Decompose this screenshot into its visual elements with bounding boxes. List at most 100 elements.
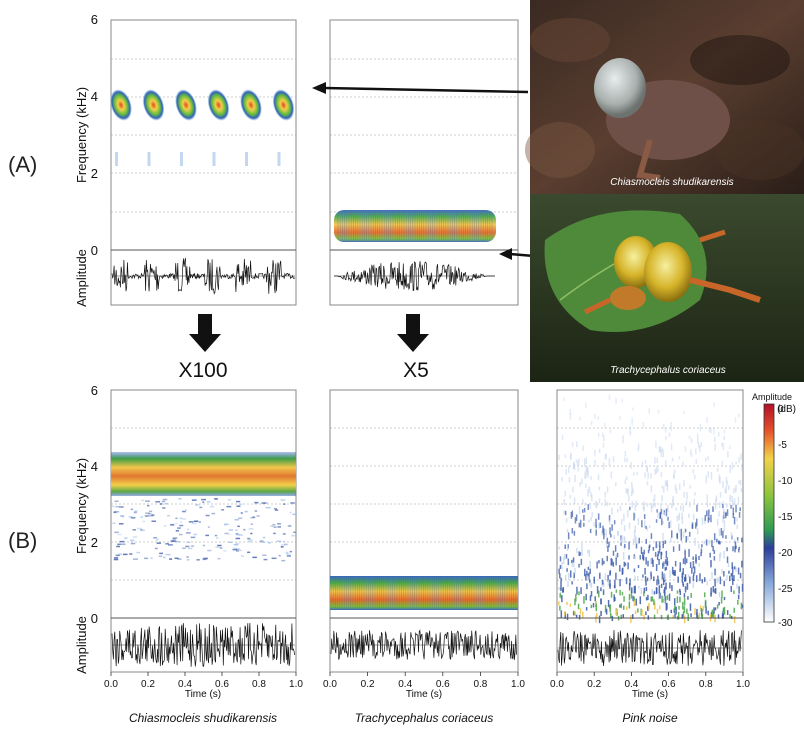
- noise-cell: [735, 461, 737, 465]
- plot-a-middle: [329, 19, 519, 306]
- noise-cell: [708, 517, 710, 521]
- noise-cell: [678, 456, 681, 460]
- speckle: [179, 517, 183, 520]
- noise-cell: [732, 507, 735, 515]
- noise-cell: [585, 473, 587, 479]
- noise-cell: [615, 589, 618, 593]
- noise-cell: [737, 594, 740, 600]
- noise-cell: [625, 606, 628, 611]
- noise-cell: [662, 562, 664, 569]
- noise-cell: [610, 591, 613, 598]
- time-tick-label: 0.8: [252, 679, 266, 690]
- noise-cell: [613, 520, 616, 525]
- noise-cell: [582, 509, 584, 513]
- noise-cell: [662, 540, 665, 545]
- noise-cell: [642, 552, 644, 560]
- noise-cell: [692, 513, 695, 520]
- noise-cell: [569, 570, 572, 578]
- noise-cell: [643, 514, 646, 520]
- waveform-trace: [330, 629, 517, 661]
- noise-cell: [643, 549, 646, 555]
- noise-cell: [661, 485, 663, 489]
- speckle: [203, 557, 208, 560]
- noise-cell: [578, 614, 581, 620]
- noise-cell: [657, 575, 659, 581]
- noise-cell: [729, 465, 731, 473]
- noise-cell: [652, 547, 655, 551]
- time-tick-label: 0.2: [587, 679, 601, 690]
- noise-cell: [615, 557, 617, 566]
- noise-cell: [643, 501, 645, 505]
- noise-cell: [574, 611, 576, 616]
- noise-cell: [569, 603, 572, 607]
- noise-cell: [722, 607, 725, 615]
- noise-cell: [653, 576, 655, 582]
- noise-cell: [686, 608, 688, 614]
- noise-cell: [623, 525, 626, 532]
- time-tick-label: 0.0: [323, 679, 337, 690]
- noise-cell: [577, 603, 580, 610]
- speckle: [228, 541, 233, 544]
- noise-cell: [740, 453, 742, 461]
- noise-cell: [633, 568, 636, 573]
- noise-cell: [646, 503, 649, 507]
- speckle: [133, 511, 137, 514]
- amplitude-axis-title: Amplitude: [74, 616, 89, 674]
- noise-cell: [558, 546, 560, 550]
- harmonic-trace: [147, 152, 151, 166]
- speckle: [148, 510, 153, 513]
- noise-cell: [604, 573, 607, 581]
- noise-cell: [679, 562, 682, 571]
- noise-cell: [581, 498, 584, 504]
- noise-cell: [585, 457, 587, 465]
- speckle: [144, 515, 149, 517]
- noise-cell: [653, 494, 656, 501]
- noise-cell: [589, 581, 591, 586]
- noise-cell: [578, 458, 580, 466]
- noise-cell: [692, 468, 695, 474]
- noise-cell: [674, 560, 677, 567]
- noise-cell: [712, 586, 715, 593]
- noise-cell: [593, 580, 596, 584]
- noise-cell: [676, 533, 678, 538]
- speckle: [193, 520, 199, 522]
- noise-cell: [568, 572, 570, 581]
- noise-cell: [708, 539, 710, 545]
- noise-cell: [718, 528, 721, 537]
- colorbar-tick-15: -15: [778, 512, 793, 523]
- noise-cell: [660, 471, 663, 478]
- noise-cell: [703, 540, 706, 545]
- noise-cell: [702, 606, 704, 612]
- noise-cell: [699, 605, 702, 609]
- noise-cell: [632, 407, 634, 411]
- speckle: [228, 529, 233, 531]
- speckle: [112, 505, 115, 508]
- noise-cell: [585, 465, 587, 473]
- noise-cell: [714, 498, 717, 507]
- call-note: [240, 89, 262, 121]
- speckle: [171, 523, 174, 526]
- speckle: [285, 551, 289, 554]
- noise-cell: [688, 513, 690, 518]
- time-axis-title-right: Time (s): [632, 689, 668, 700]
- noise-cell: [709, 552, 711, 558]
- noise-cell: [661, 595, 663, 603]
- noise-cell: [633, 596, 635, 602]
- noise-cell: [655, 466, 658, 474]
- speckle: [144, 557, 149, 560]
- speckle: [140, 529, 145, 532]
- noise-cell: [659, 511, 661, 519]
- noise-cell: [562, 557, 565, 564]
- noise-cell: [637, 608, 639, 613]
- plot-frame: [329, 19, 519, 306]
- noise-cell: [626, 509, 629, 518]
- noise-cell: [738, 456, 740, 463]
- noise-cell: [664, 540, 667, 544]
- speckle: [129, 553, 133, 555]
- noise-cell: [561, 434, 564, 441]
- noise-cell: [706, 581, 709, 586]
- noise-cell: [634, 555, 636, 560]
- noise-cell: [605, 453, 607, 460]
- noise-cell: [721, 460, 724, 466]
- speckle: [235, 529, 239, 531]
